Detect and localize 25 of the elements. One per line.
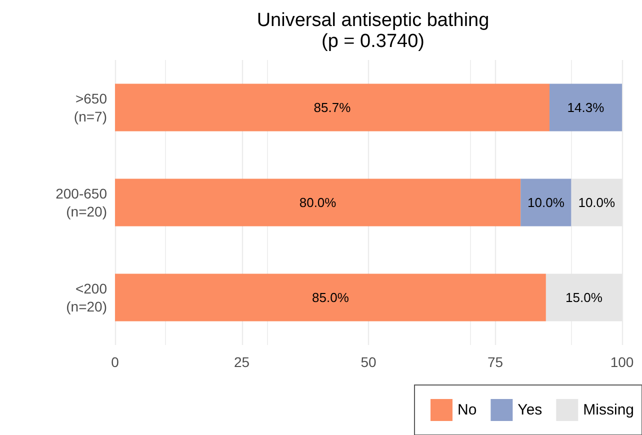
legend-label: Missing — [583, 402, 634, 418]
bar — [115, 178, 521, 226]
bar — [550, 84, 622, 132]
x-tick-label: 0 — [111, 354, 120, 370]
data-label: 85.7% — [314, 100, 352, 115]
legend-label: No — [458, 402, 477, 418]
bar — [115, 84, 550, 132]
data-label: 10.0% — [528, 195, 565, 210]
legend-label: Yes — [518, 402, 542, 418]
x-tick-label: 75 — [487, 354, 504, 370]
y-tick-label: >650 (n=7) — [74, 90, 108, 124]
y-tick-label: 200-650 (n=20) — [56, 186, 108, 220]
x-tick-label: 25 — [234, 354, 250, 370]
chart-subtitle: (p = 0.3740) — [322, 31, 424, 52]
data-label: 80.0% — [299, 195, 337, 210]
chart-title: Universal antiseptic bathing — [256, 10, 490, 31]
x-tick-label: 50 — [360, 354, 376, 370]
bar — [520, 178, 572, 226]
bar — [115, 274, 546, 322]
x-tick-label: 100 — [610, 354, 634, 370]
y-tick-label: <200 (n=20) — [66, 280, 108, 314]
data-label: 14.3% — [567, 100, 605, 115]
data-label: 15.0% — [566, 290, 603, 305]
data-label: 85.0% — [312, 290, 350, 305]
data-label: 10.0% — [578, 195, 616, 210]
